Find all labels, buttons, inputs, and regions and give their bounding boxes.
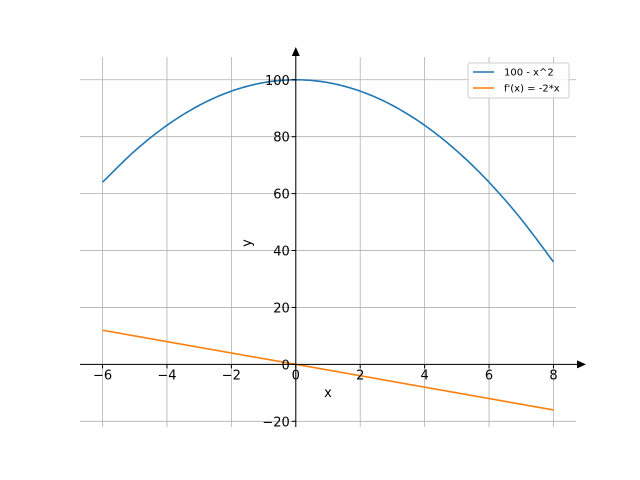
legend-label-1: f'(x) = -2*x [504,84,560,95]
y-tick-label: 60 [273,188,290,203]
y-tick-label: 80 [273,131,290,146]
x-tick-label: 8 [549,368,557,383]
series-line-0 [101,78,555,263]
y-tick-label: 0 [282,358,290,373]
legend-label-0: 100 - x^2 [504,68,554,79]
x-axis-label: x [324,386,332,401]
grid [80,57,576,427]
y-tick-label: 40 [273,245,290,260]
y-tick-label: 100 [265,74,290,89]
x-tick-label: −6 [93,368,112,383]
x-tick-label: 0 [292,368,300,383]
x-axis-arrow [577,360,586,369]
x-tick-label: 6 [485,368,493,383]
series-group [101,78,555,411]
y-tick-label: −20 [262,415,289,430]
x-tick-label: −2 [222,368,241,383]
legend: 100 - x^2 f'(x) = -2*x [467,62,570,99]
x-tick-label: −4 [157,368,176,383]
series-line-1 [102,329,554,411]
x-tick-label: 4 [420,368,428,383]
axes [80,47,586,427]
x-tick-label: 2 [356,368,364,383]
y-tick-label: 20 [273,301,290,316]
y-axis-arrow [291,47,300,56]
y-axis-label: y [240,239,255,247]
